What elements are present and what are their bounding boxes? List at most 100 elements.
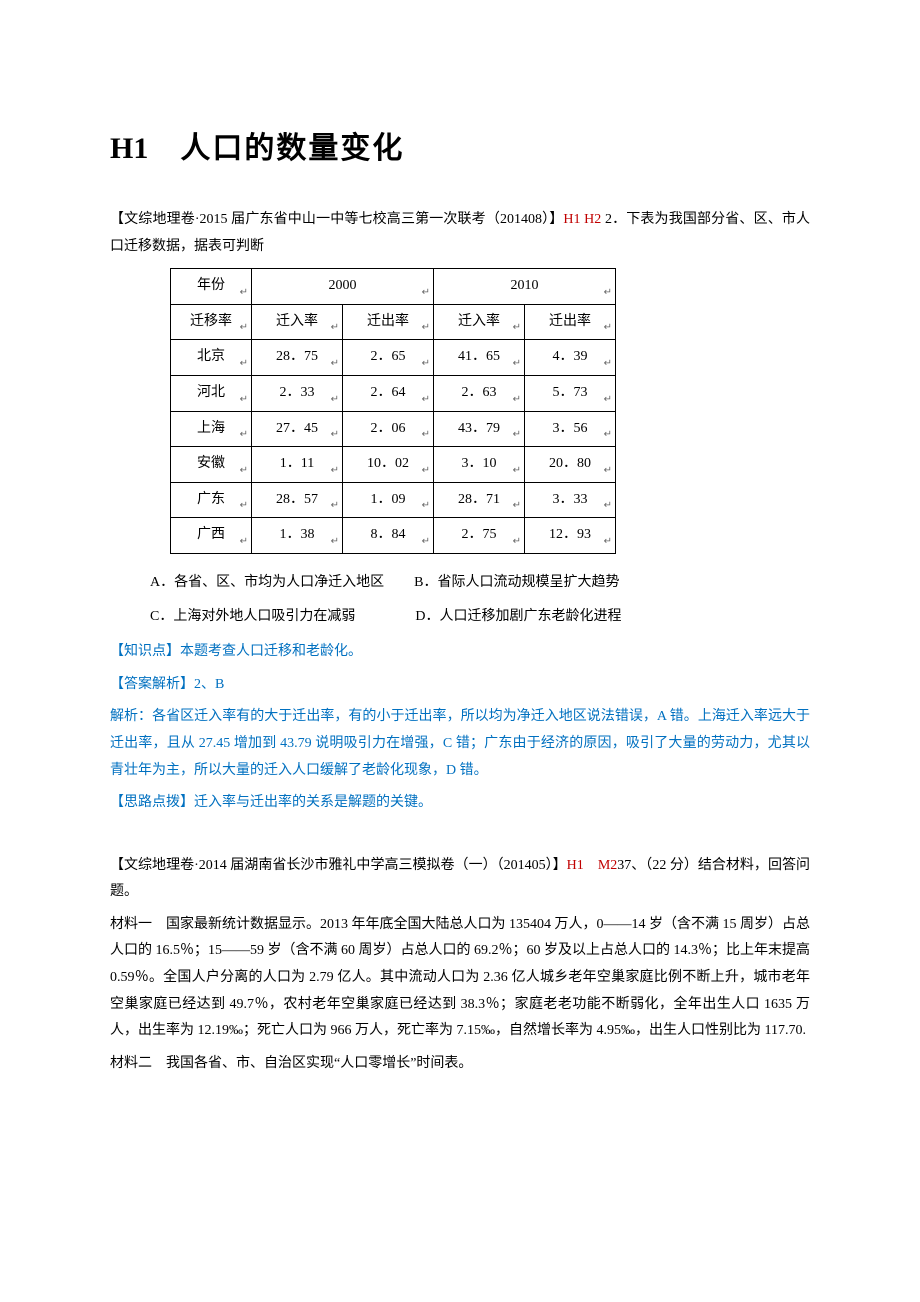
cell-text: 迁移率 — [190, 314, 232, 329]
spacer — [110, 823, 810, 853]
cell-marker-icon: ↵ — [422, 496, 430, 515]
cell-text: 2．75 — [462, 527, 497, 542]
cell-text: 2010 — [511, 278, 539, 293]
table-cell: 3．10↵ — [434, 447, 525, 483]
cell-marker-icon: ↵ — [604, 354, 612, 373]
table-row: 迁移率↵ 迁入率↵ 迁出率↵ 迁入率↵ 迁出率↵ — [171, 304, 616, 340]
cell-text: 2．64 — [371, 385, 406, 400]
knowledge-label: 【知识点】 — [110, 644, 180, 659]
table-cell: 4．39↵ — [525, 340, 616, 376]
tip-text: 迁入率与迁出率的关系是解题的关键。 — [194, 795, 432, 810]
table-cell: 10．02 ↵ — [343, 447, 434, 483]
cell-marker-icon: ↵ — [513, 425, 521, 444]
cell-marker-icon: ↵ — [331, 390, 339, 409]
cell-text: 年份 — [197, 278, 225, 293]
table-cell: 3．33↵ — [525, 482, 616, 518]
material-2: 材料二 我国各省、市、自治区实现“人口零增长”时间表。 — [110, 1051, 810, 1078]
header-out: 迁出率↵ — [343, 304, 434, 340]
cell-marker-icon: ↵ — [513, 496, 521, 515]
tip-label: 【思路点拨】 — [110, 795, 194, 810]
cell-marker-icon: ↵ — [513, 318, 521, 337]
table-cell: 2．06↵ — [343, 411, 434, 447]
q1-options: A．各省、区、市均为人口净迁入地区B．省际人口流动规模呈扩大趋势 C．上海对外地… — [150, 566, 810, 633]
cell-marker-icon: ↵ — [331, 354, 339, 373]
cell-text: 广西 — [197, 527, 225, 542]
table-row: 河北↵2．33↵2．64↵2．63↵5．73↵ — [171, 375, 616, 411]
mat1-text: 国家最新统计数据显示。2013 年年底全国大陆总人口为 135404 万人，0—… — [110, 917, 810, 1038]
cell-text: 27．45 — [276, 421, 318, 436]
cell-text: 8．84 — [371, 527, 406, 542]
q1-source: 【文综地理卷·2015 届广东省中山一中等七校高三第一次联考（201408）】 — [110, 212, 563, 227]
table-cell: 广东 ↵ — [171, 482, 252, 518]
option-B: B．省际人口流动规模呈扩大趋势 — [414, 566, 619, 600]
cell-marker-icon: ↵ — [331, 532, 339, 551]
cell-text: 3．56 — [553, 421, 588, 436]
answer-label: 【答案解析】 — [110, 677, 194, 692]
cell-marker-icon: ↵ — [604, 283, 612, 302]
cell-text: 北京 — [197, 349, 225, 364]
heading-code: H1 — [110, 132, 148, 165]
header-2000: 2000↵ — [252, 269, 434, 305]
cell-marker-icon: ↵ — [604, 318, 612, 337]
cell-marker-icon: ↵ — [513, 390, 521, 409]
table-row: 年份 ↵ 2000↵ 2010 ↵ — [171, 269, 616, 305]
table-row: 广西↵1．38↵8．84↵2．75↵12．93↵ — [171, 518, 616, 554]
cell-marker-icon: ↵ — [422, 390, 430, 409]
cell-marker-icon: ↵ — [604, 390, 612, 409]
cell-marker-icon: ↵ — [240, 532, 248, 551]
cell-marker-icon: ↵ — [331, 461, 339, 480]
cell-marker-icon: ↵ — [604, 461, 612, 480]
cell-marker-icon: ↵ — [422, 283, 430, 302]
cell-text: 1．38 — [280, 527, 315, 542]
cell-marker-icon: ↵ — [240, 354, 248, 373]
cell-marker-icon: ↵ — [240, 461, 248, 480]
cell-marker-icon: ↵ — [240, 496, 248, 515]
cell-text: 12．93 — [549, 527, 591, 542]
cell-text: 5．73 — [553, 385, 588, 400]
migration-table: 年份↵ 2000↵ 2010↵ 迁移率↵ 迁入率↵ 迁出率↵ 迁入率↵ 迁出率↵… — [170, 268, 616, 554]
cell-text: 迁出率 — [367, 314, 409, 329]
q2-tag: H1 M2 — [567, 858, 618, 873]
header-out: 迁出率↵ — [525, 304, 616, 340]
cell-text: 2．33 — [280, 385, 315, 400]
table-cell: 28．71 ↵ — [434, 482, 525, 518]
page-title: H1 人口的数量变化 — [110, 120, 810, 177]
cell-text: 1．11 — [280, 456, 314, 471]
knowledge-text: 本题考查人口迁移和老龄化。 — [180, 644, 362, 659]
cell-text: 43．79 — [458, 421, 500, 436]
table-cell: 28．57↵ — [252, 482, 343, 518]
material-1: 材料一 国家最新统计数据显示。2013 年年底全国大陆总人口为 135404 万… — [110, 912, 810, 1045]
table-cell: 27．45↵ — [252, 411, 343, 447]
header-2010: 2010 ↵ — [434, 269, 616, 305]
cell-text: 41．65 — [458, 349, 500, 364]
table-row: 广东↵28．57↵1．09↵28．71↵3．33↵ — [171, 482, 616, 518]
cell-text: 广东 — [197, 492, 225, 507]
table-row: 北京↵28．75↵2．65↵41．65↵4．39↵ — [171, 340, 616, 376]
cell-text: 安徽 — [197, 456, 225, 471]
cell-text: 3．10 — [462, 456, 497, 471]
cell-marker-icon: ↵ — [240, 390, 248, 409]
cell-text: 28．71 — [458, 492, 500, 507]
table-cell: 2．64 ↵ — [343, 375, 434, 411]
cell-marker-icon: ↵ — [422, 461, 430, 480]
table-cell: 上海↵ — [171, 411, 252, 447]
header-in: 迁入率↵ — [252, 304, 343, 340]
cell-text: 10．02 — [367, 456, 409, 471]
cell-text: 2．63 — [462, 385, 497, 400]
knowledge-line: 【知识点】本题考查人口迁移和老龄化。 — [110, 639, 810, 666]
option-D: D．人口迁移加剧广东老龄化进程 — [415, 600, 621, 634]
cell-marker-icon: ↵ — [422, 354, 430, 373]
mat2-label: 材料二 — [110, 1056, 166, 1071]
cell-marker-icon: ↵ — [604, 425, 612, 444]
cell-marker-icon: ↵ — [331, 318, 339, 337]
cell-marker-icon: ↵ — [604, 496, 612, 515]
cell-marker-icon: ↵ — [240, 425, 248, 444]
cell-text: 2．65 — [371, 349, 406, 364]
table-cell: 2．75↵ — [434, 518, 525, 554]
table-cell: 28．75↵ — [252, 340, 343, 376]
cell-marker-icon: ↵ — [331, 496, 339, 515]
answer-text: 2、B — [194, 677, 224, 692]
mat1-label: 材料一 — [110, 917, 166, 932]
q2-source: 【文综地理卷·2014 届湖南省长沙市雅礼中学高三模拟卷（一）（201405）】 — [110, 858, 567, 873]
explain-text: 解析：各省区迁入率有的大于迁出率，有的小于迁出率，所以均为净迁入地区说法错误，A… — [110, 704, 810, 784]
